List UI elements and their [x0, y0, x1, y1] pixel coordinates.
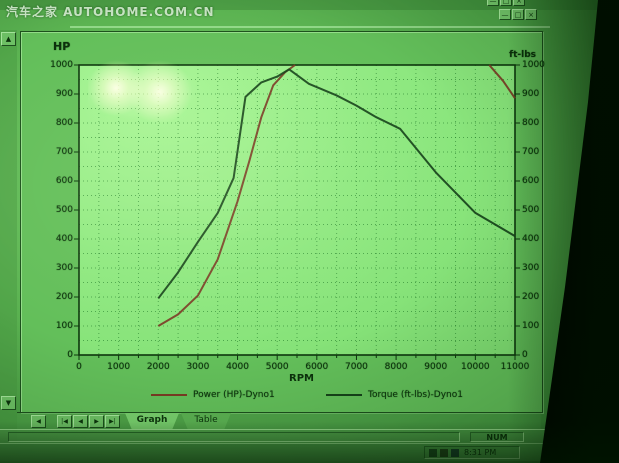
x-tick-label: 7000 — [345, 362, 368, 372]
legend-label-power: Power (HP)-Dyno1 — [193, 390, 275, 400]
x-tick-label: 1000 — [107, 362, 131, 372]
x-tick-label: 5000 — [265, 362, 289, 372]
y-tick-label-right: 600 — [522, 176, 540, 186]
left-axis-title: HP — [53, 40, 71, 53]
y-tick-label-right: 1000 — [522, 60, 545, 70]
y-tick-label: 100 — [55, 321, 73, 331]
nav-next-button[interactable]: ▶ — [89, 415, 104, 428]
nav-first-button[interactable]: |◀ — [57, 415, 72, 428]
tab-graph[interactable]: Graph — [125, 413, 179, 430]
y-tick-label: 600 — [55, 176, 73, 186]
y-tick-label: 400 — [55, 234, 73, 244]
power-line-sample — [151, 394, 187, 396]
nav-last-button[interactable]: ▶| — [105, 415, 120, 428]
x-tick-label: 11000 — [500, 362, 530, 372]
y-tick-label-right: 700 — [522, 147, 540, 157]
status-message-box — [8, 432, 460, 442]
scroll-down-icon[interactable]: ▼ — [1, 396, 16, 410]
y-tick-label: 500 — [55, 205, 73, 215]
y-tick-label: 200 — [55, 292, 73, 302]
taskbar: 8:31 PM — [0, 443, 560, 461]
y-tick-label: 300 — [55, 263, 73, 273]
x-tick-label: 10000 — [461, 362, 490, 372]
y-tick-label: 800 — [55, 118, 73, 128]
tab-strip: ◀ |◀ ◀ ▶ ▶| Graph Table — [17, 412, 541, 430]
plot-area — [79, 65, 515, 355]
nav-prev-button[interactable]: ◀ — [73, 415, 88, 428]
vertical-scrollbar[interactable]: ▲ ▼ — [0, 30, 17, 443]
clock: 8:31 PM — [464, 448, 497, 457]
scroll-left-icon[interactable]: ◀ — [31, 415, 46, 428]
y-tick-label-right: 0 — [522, 350, 528, 360]
x-tick-label: 0 — [76, 362, 82, 372]
num-lock-indicator: NUM — [470, 432, 524, 442]
child-restore-icon[interactable]: □ — [512, 9, 524, 20]
tray-icon[interactable] — [440, 448, 448, 457]
x-tick-label: 9000 — [424, 362, 448, 372]
minimize-icon[interactable]: — — [487, 0, 499, 6]
legend-item-power: Power (HP)-Dyno1 — [151, 388, 275, 402]
scroll-up-icon[interactable]: ▲ — [1, 32, 16, 46]
tray-icon[interactable] — [429, 448, 437, 457]
x-tick-label: 8000 — [384, 362, 408, 372]
legend-label-torque: Torque (ft-lbs)-Dyno1 — [368, 390, 463, 400]
x-tick-label: 3000 — [186, 362, 210, 372]
y-tick-label-right: 900 — [522, 89, 540, 99]
y-tick-label-right: 100 — [522, 321, 540, 331]
close-icon[interactable]: × — [513, 0, 525, 6]
torque-line-sample — [326, 394, 362, 396]
tab-table[interactable]: Table — [181, 413, 231, 430]
system-tray[interactable]: 8:31 PM — [424, 446, 520, 459]
y-tick-label-right: 300 — [522, 263, 540, 273]
status-bar: NUM — [0, 429, 545, 444]
graph-panel: HP ft-lbs 0 100 200 300 400 500 600 700 800 900 10… — [20, 31, 545, 413]
y-tick-label-right: 200 — [522, 292, 540, 302]
watermark: 汽车之家 AUTOHOME.COM.CN — [6, 5, 215, 19]
legend-item-torque: Torque (ft-lbs)-Dyno1 — [326, 388, 463, 402]
y-tick-label-right: 400 — [522, 234, 540, 244]
tray-icon[interactable] — [451, 448, 459, 457]
child-minimize-icon[interactable]: — — [499, 9, 511, 20]
y-tick-label: 0 — [67, 350, 73, 360]
toolbar-edge — [70, 26, 550, 28]
y-tick-label: 1000 — [50, 60, 73, 70]
y-tick-label-right: 800 — [522, 118, 540, 128]
right-axis-title: ft-lbs — [509, 50, 536, 60]
y-tick-label-right: 500 — [522, 205, 540, 215]
y-tick-label: 900 — [55, 89, 73, 99]
x-axis-title: RPM — [289, 373, 314, 384]
x-tick-label: 6000 — [305, 362, 329, 372]
y-tick-label: 700 — [55, 147, 73, 157]
maximize-icon[interactable]: □ — [500, 0, 512, 6]
x-tick-label: 4000 — [226, 362, 249, 372]
x-tick-label: 2000 — [146, 362, 170, 372]
child-close-icon[interactable]: × — [525, 9, 537, 20]
